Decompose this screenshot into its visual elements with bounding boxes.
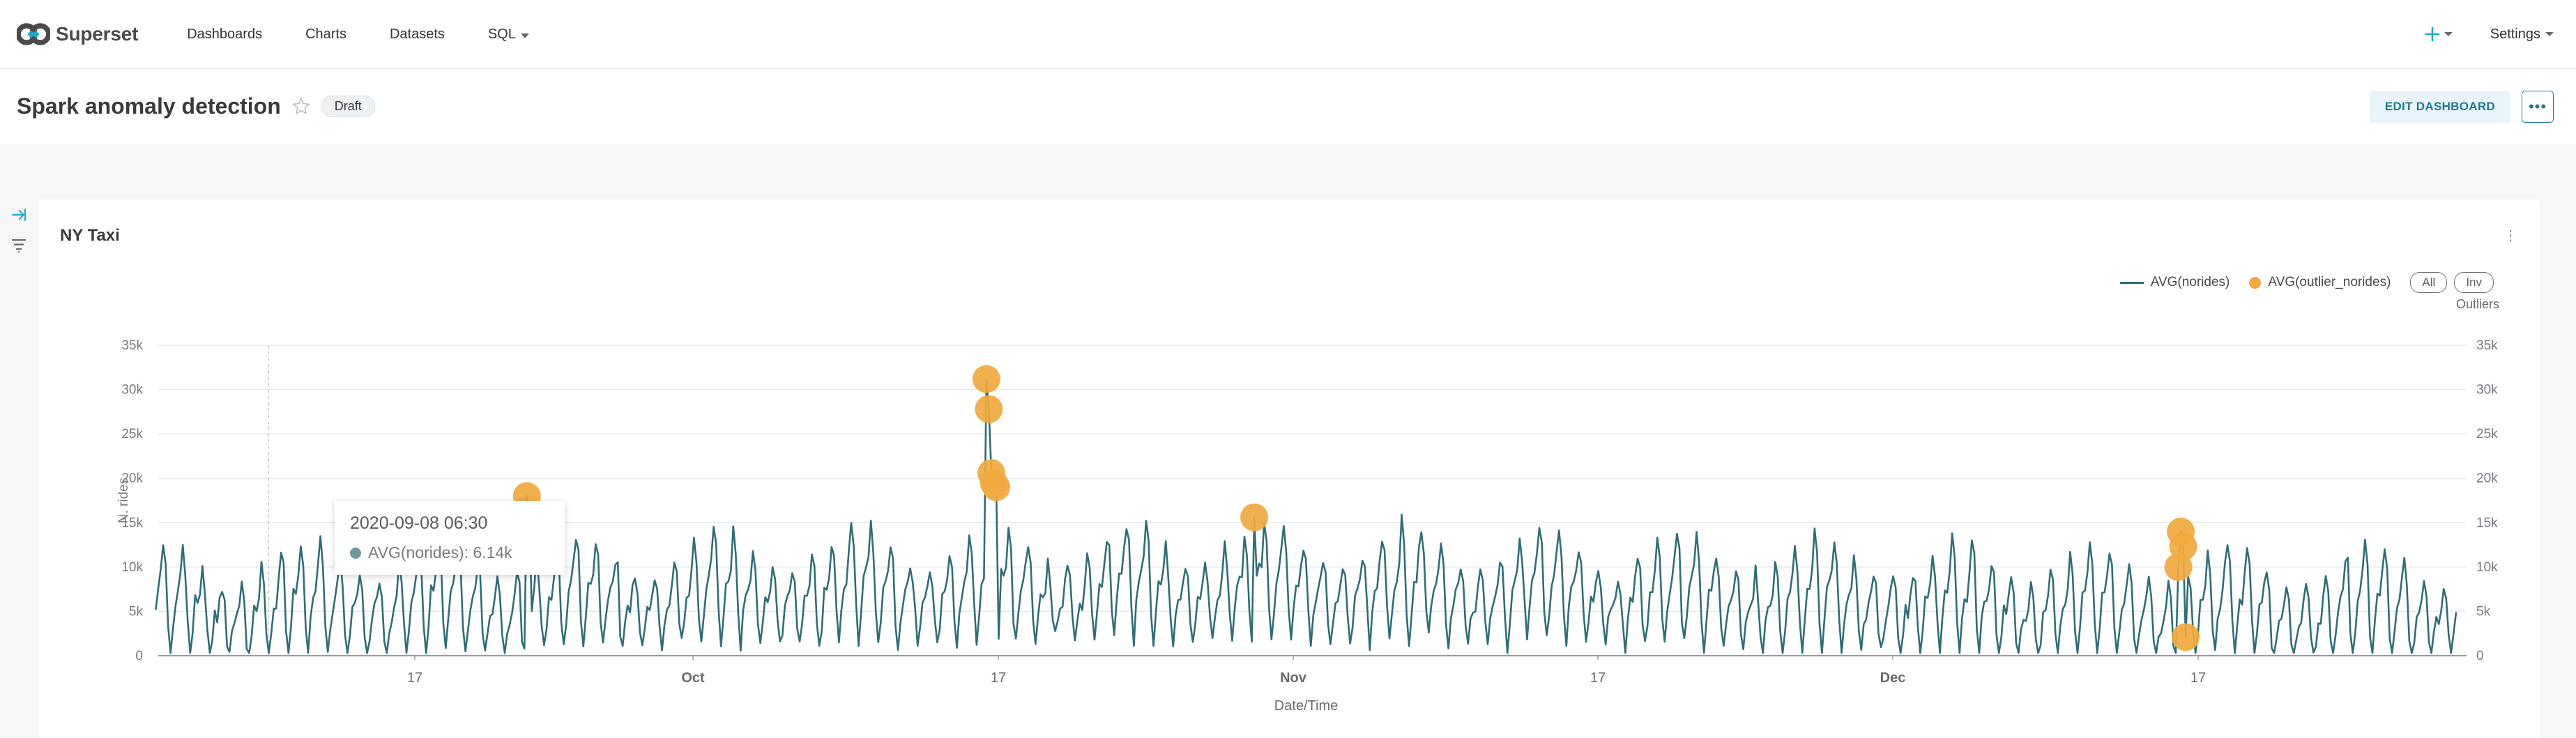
svg-text:17: 17 — [1590, 670, 1606, 686]
svg-text:10k: 10k — [2476, 560, 2498, 575]
svg-text:0: 0 — [2476, 649, 2484, 663]
svg-text:35k: 35k — [2476, 338, 2498, 353]
svg-text:30k: 30k — [2476, 383, 2498, 398]
svg-text:17: 17 — [407, 670, 422, 686]
svg-text:35k: 35k — [121, 338, 143, 353]
svg-text:20k: 20k — [2476, 472, 2498, 486]
svg-text:25k: 25k — [2476, 427, 2498, 442]
svg-text:10k: 10k — [121, 560, 143, 575]
svg-text:15k: 15k — [2476, 515, 2498, 530]
svg-text:25k: 25k — [121, 427, 143, 442]
svg-text:Nov: Nov — [1280, 670, 1307, 686]
svg-text:30k: 30k — [121, 383, 143, 398]
svg-text:N. rides: N. rides — [116, 478, 131, 523]
svg-text:17: 17 — [2190, 670, 2206, 686]
svg-text:5k: 5k — [129, 604, 144, 619]
svg-text:Dec: Dec — [1880, 670, 1906, 686]
svg-text:17: 17 — [991, 670, 1006, 686]
svg-text:Date/Time: Date/Time — [1274, 698, 1339, 714]
svg-text:0: 0 — [135, 649, 143, 663]
svg-text:5k: 5k — [2476, 604, 2491, 619]
svg-text:Oct: Oct — [681, 670, 705, 686]
